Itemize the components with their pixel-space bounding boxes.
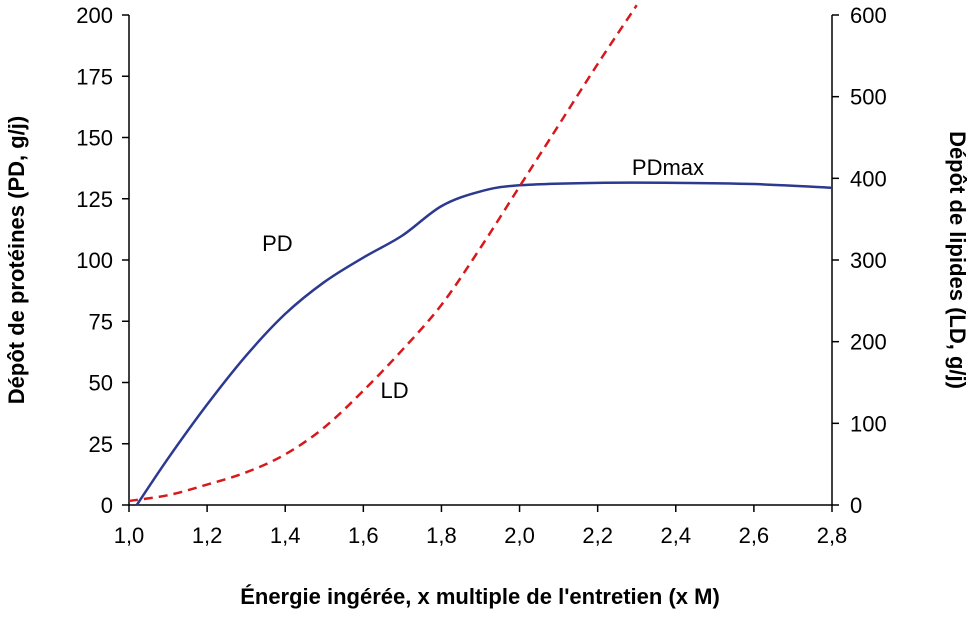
ticks: 1,0 1,2 1,4 1,6 1,8 2,0 2,2 2,4 2,6 2,80255075100… xyxy=(76,3,886,548)
series-ld-line xyxy=(128,4,638,503)
y-right-tick-label: 500 xyxy=(850,85,887,110)
y-left-tick-label: 0 xyxy=(101,493,113,518)
x-tick-label: 2,2 xyxy=(582,523,613,548)
y-left-tick-label: 50 xyxy=(89,371,113,396)
x-tick-label: 1,8 xyxy=(426,523,457,548)
x-tick-label: 2,6 xyxy=(739,523,770,548)
y-left-tick-label: 150 xyxy=(76,126,113,151)
x-axis-label: Énergie ingérée, x multiple de l'entreti… xyxy=(240,584,720,609)
x-tick-label: 2,8 xyxy=(817,523,848,548)
y-right-tick-label: 300 xyxy=(850,248,887,273)
annotations: PD LD PDmax xyxy=(262,155,704,403)
y-left-tick-label: 200 xyxy=(76,3,113,28)
y-left-tick-label: 75 xyxy=(89,309,113,334)
annotation-ld: LD xyxy=(381,378,409,403)
series-pd-line xyxy=(135,181,833,506)
y-right-tick-label: 200 xyxy=(850,330,887,355)
y-left-axis-label: Dépôt de protéines (PD, g/j) xyxy=(4,116,29,404)
x-tick-label: 2,4 xyxy=(660,523,691,548)
y-left-tick-label: 25 xyxy=(89,432,113,457)
x-tick-label: 1,0 xyxy=(114,523,145,548)
axes xyxy=(128,15,833,506)
x-tick-label: 1,6 xyxy=(348,523,379,548)
y-right-tick-label: 100 xyxy=(850,411,887,436)
annotation-pd: PD xyxy=(262,231,293,256)
series xyxy=(128,4,833,506)
y-left-tick-label: 100 xyxy=(76,248,113,273)
annotation-pdmax: PDmax xyxy=(632,155,704,180)
y-right-axis-label: Dépôt de lipides (LD, g/j) xyxy=(945,131,970,389)
x-tick-label: 1,2 xyxy=(192,523,223,548)
y-right-tick-label: 400 xyxy=(850,166,887,191)
y-right-tick-label: 0 xyxy=(850,493,862,518)
y-right-tick-label: 600 xyxy=(850,3,887,28)
y-left-tick-label: 175 xyxy=(76,64,113,89)
x-tick-label: 1,4 xyxy=(270,523,301,548)
x-tick-label: 2,0 xyxy=(504,523,535,548)
y-left-tick-label: 125 xyxy=(76,187,113,212)
